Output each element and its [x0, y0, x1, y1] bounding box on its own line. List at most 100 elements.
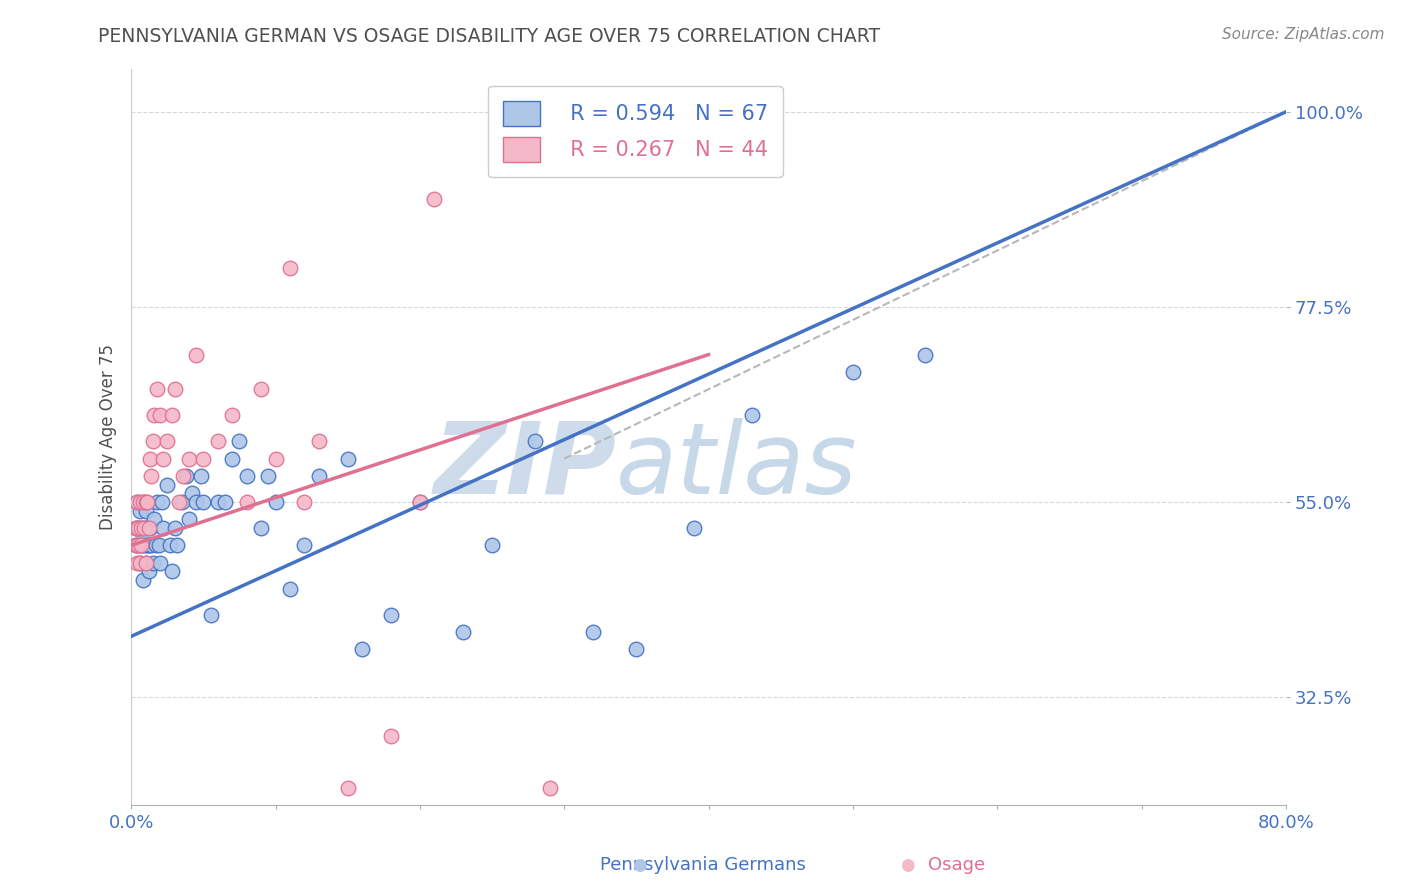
Point	[124, 521, 146, 535]
Point	[352, 642, 374, 657]
Point	[127, 521, 149, 535]
Text: ●: ●	[900, 856, 914, 874]
Point	[135, 538, 157, 552]
Point	[124, 538, 146, 552]
Point	[124, 538, 146, 552]
Point	[207, 495, 229, 509]
Text: PENNSYLVANIA GERMAN VS OSAGE DISABILITY AGE OVER 75 CORRELATION CHART: PENNSYLVANIA GERMAN VS OSAGE DISABILITY …	[98, 27, 880, 45]
Point	[193, 451, 215, 466]
Point	[141, 469, 163, 483]
Point	[135, 556, 157, 570]
Point	[131, 521, 153, 535]
Point	[159, 538, 181, 552]
Point	[129, 503, 152, 517]
Point	[221, 409, 243, 423]
Text: ZIP: ZIP	[433, 418, 616, 515]
Point	[163, 521, 186, 535]
Point	[214, 495, 236, 509]
Point	[250, 521, 273, 535]
Point	[135, 495, 157, 509]
Point	[626, 642, 648, 657]
Point	[264, 495, 287, 509]
Point	[149, 556, 172, 570]
Point	[683, 521, 706, 535]
Point	[250, 382, 273, 396]
Point	[278, 260, 301, 275]
Point	[308, 434, 330, 449]
Point	[135, 556, 157, 570]
Legend:   R = 0.594   N = 67,   R = 0.267   N = 44: R = 0.594 N = 67, R = 0.267 N = 44	[488, 87, 783, 177]
Point	[129, 495, 152, 509]
Point	[524, 434, 547, 449]
Point	[257, 469, 280, 483]
Point	[150, 495, 173, 509]
Point	[138, 564, 160, 578]
Point	[294, 495, 316, 509]
Point	[152, 451, 174, 466]
Point	[131, 538, 153, 552]
Text: Source: ZipAtlas.com: Source: ZipAtlas.com	[1222, 27, 1385, 42]
Text: atlas: atlas	[616, 418, 858, 515]
Point	[131, 521, 153, 535]
Point	[264, 451, 287, 466]
Point	[308, 469, 330, 483]
Point	[538, 780, 561, 795]
Point	[132, 573, 155, 587]
Point	[134, 495, 156, 509]
Point	[409, 495, 432, 509]
Point	[278, 582, 301, 596]
Point	[146, 495, 169, 509]
Text: ●: ●	[633, 856, 647, 874]
Point	[138, 538, 160, 552]
Point	[235, 495, 257, 509]
Point	[160, 409, 183, 423]
Point	[141, 538, 163, 552]
Point	[228, 434, 250, 449]
Point	[129, 556, 152, 570]
Point	[336, 780, 359, 795]
Point	[139, 521, 162, 535]
Point	[125, 556, 148, 570]
Point	[125, 495, 148, 509]
Text: Osage: Osage	[928, 856, 984, 874]
Text: Pennsylvania Germans: Pennsylvania Germans	[600, 856, 806, 874]
Point	[134, 521, 156, 535]
Point	[741, 409, 763, 423]
Point	[156, 434, 179, 449]
Point	[124, 521, 146, 535]
Point	[149, 409, 172, 423]
Point	[136, 521, 159, 535]
Point	[136, 495, 159, 509]
Point	[146, 382, 169, 396]
Point	[186, 495, 208, 509]
Point	[136, 538, 159, 552]
Point	[200, 607, 222, 622]
Point	[174, 469, 197, 483]
Point	[129, 556, 152, 570]
Point	[190, 469, 212, 483]
Point	[142, 556, 165, 570]
Point	[842, 365, 865, 379]
Point	[156, 477, 179, 491]
Point	[294, 538, 316, 552]
Point	[160, 564, 183, 578]
Point	[582, 625, 605, 640]
Point	[143, 409, 166, 423]
Y-axis label: Disability Age Over 75: Disability Age Over 75	[100, 344, 117, 530]
Point	[170, 495, 193, 509]
Point	[235, 469, 257, 483]
Point	[186, 348, 208, 362]
Point	[180, 486, 202, 500]
Point	[152, 521, 174, 535]
Point	[138, 521, 160, 535]
Point	[127, 538, 149, 552]
Point	[336, 451, 359, 466]
Point	[135, 503, 157, 517]
Point	[177, 512, 200, 526]
Point	[221, 451, 243, 466]
Point	[132, 538, 155, 552]
Point	[177, 451, 200, 466]
Point	[134, 521, 156, 535]
Point	[127, 538, 149, 552]
Point	[193, 495, 215, 509]
